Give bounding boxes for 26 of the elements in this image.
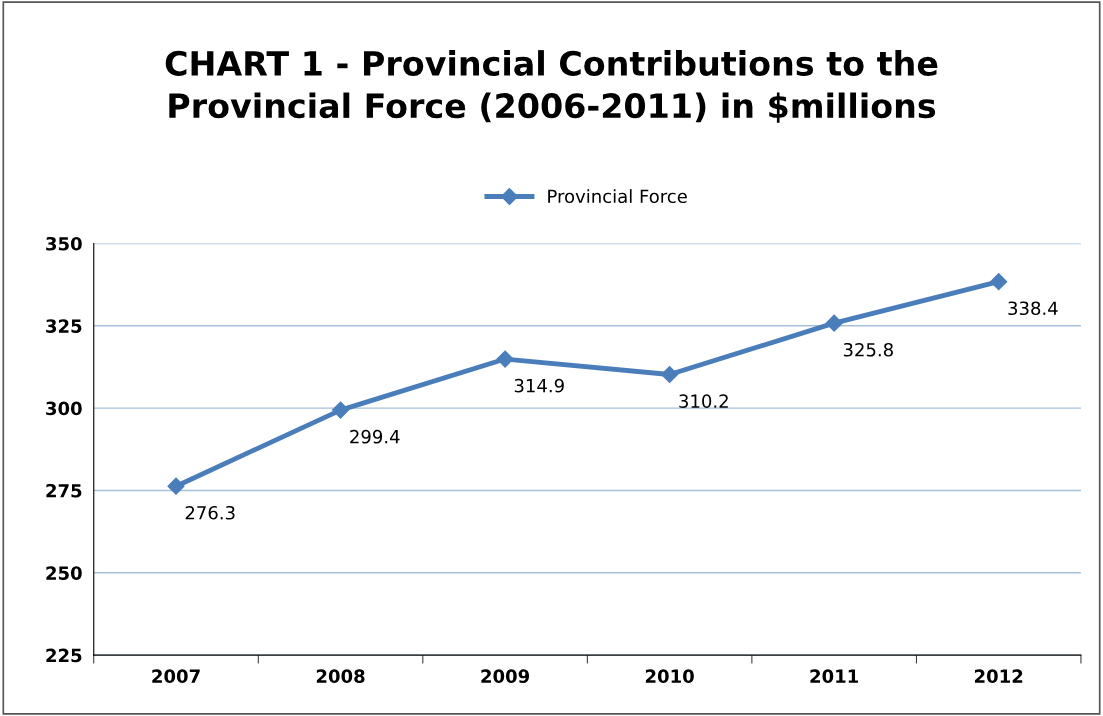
data-label: 276.3 bbox=[185, 505, 235, 520]
data-label: 314.9 bbox=[514, 378, 564, 393]
point bbox=[331, 401, 350, 419]
y-tick-label: 275 bbox=[46, 483, 82, 498]
y-tick-label: 300 bbox=[46, 401, 82, 416]
point bbox=[496, 350, 514, 368]
x-tick-label: 2012 bbox=[974, 669, 1023, 684]
point bbox=[990, 273, 1008, 291]
y-tick-label: 325 bbox=[46, 319, 82, 333]
chart-title: CHART 1 - Provincial Contributions to the Provincial Force (2006-2011) in $millions bbox=[165, 50, 938, 123]
data-label: 325.8 bbox=[843, 342, 893, 357]
point bbox=[167, 477, 185, 495]
x-tick-label: 2009 bbox=[481, 669, 530, 684]
data-label: 310.2 bbox=[679, 394, 728, 408]
x-tick-label: 2010 bbox=[645, 669, 694, 684]
y-tick-label: 225 bbox=[46, 648, 82, 663]
y-tick-label: 250 bbox=[46, 566, 82, 580]
x-tick-label: 2011 bbox=[810, 669, 859, 684]
data-label: 299.4 bbox=[350, 429, 400, 444]
legend-label: Provincial Force bbox=[548, 189, 687, 204]
y-tick-label: 350 bbox=[46, 236, 82, 251]
point bbox=[661, 365, 679, 384]
point bbox=[825, 314, 843, 332]
x-tick-label: 2008 bbox=[316, 669, 365, 684]
data-label: 338.4 bbox=[1008, 301, 1058, 316]
x-tick-label: 2007 bbox=[152, 669, 200, 684]
